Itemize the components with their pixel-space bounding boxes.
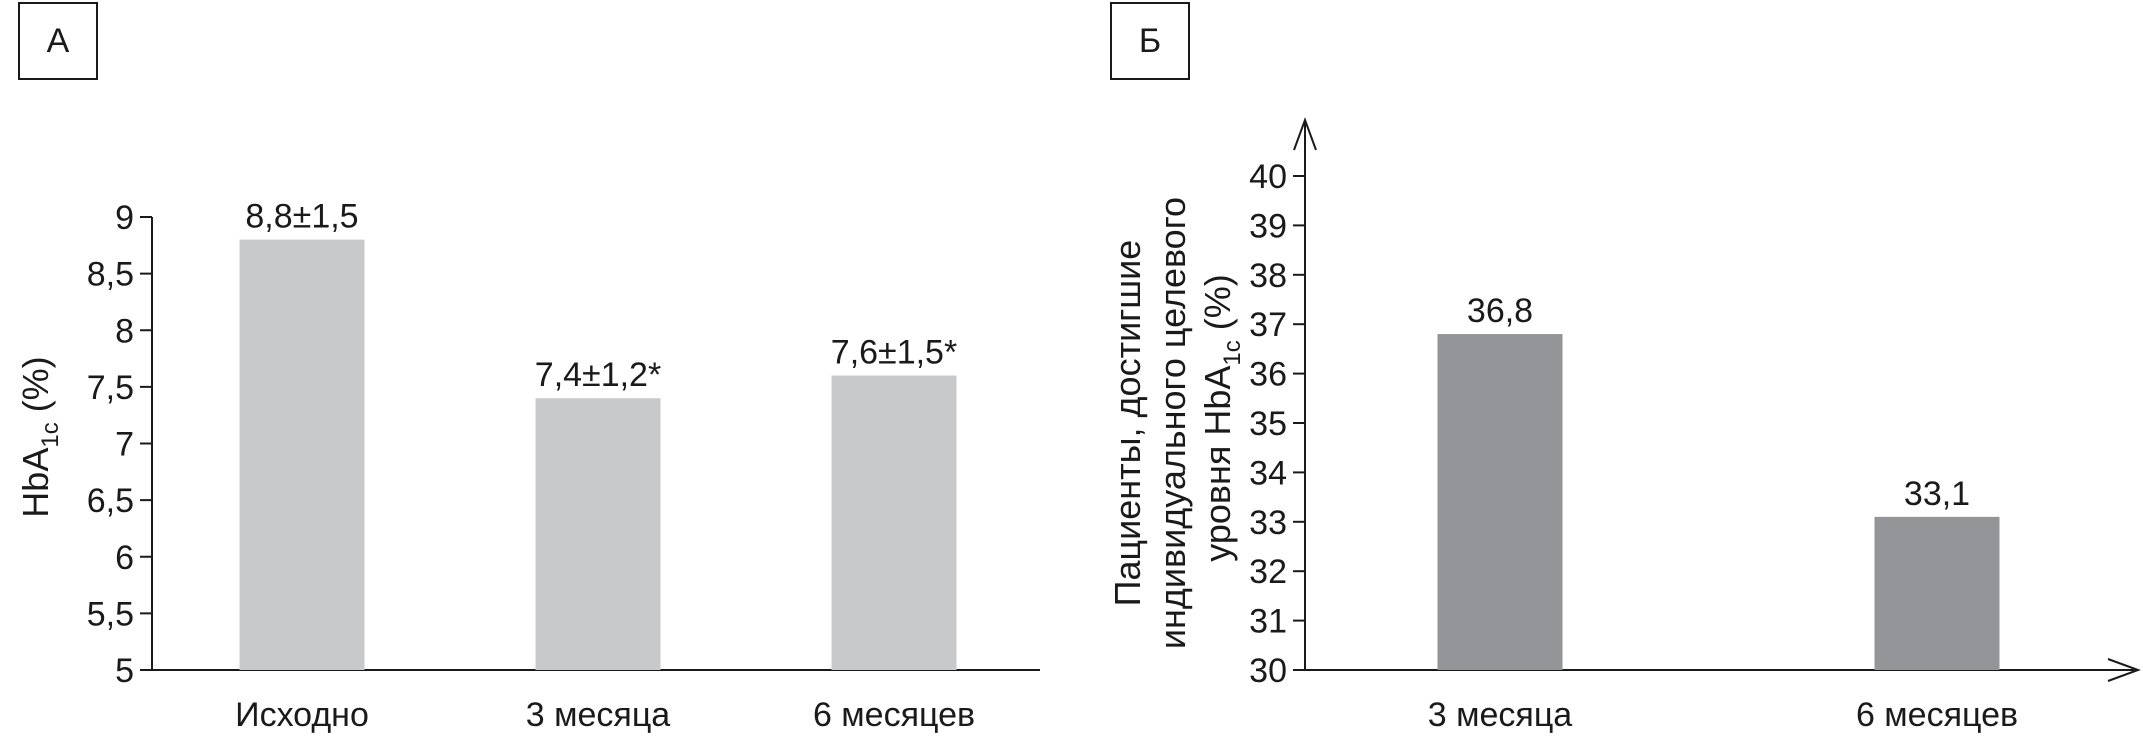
panel-b-y-label-line1: Пациенты, достигшие [1107, 240, 1148, 607]
panel-b-y-tick-label: 32 [1249, 553, 1287, 591]
panel-a-y-tick-label: 7 [115, 426, 134, 464]
panel-b-category-label: 6 месяцев [1856, 696, 2018, 734]
panel-a-y-tick-label: 9 [115, 199, 134, 237]
panel-a-y-axis-label: HbA1c (%) [15, 356, 64, 517]
panel-a-data-label: 7,6±1,5* [831, 334, 957, 372]
panel-a-category-label: 3 месяца [526, 696, 671, 734]
panel-a-y-tick-label: 8,5 [87, 256, 134, 294]
panel-a-y-label-sub: 1c [37, 422, 64, 447]
panel-b-y-tick-label: 33 [1249, 504, 1287, 542]
panel-b-y-tick-label: 36 [1249, 356, 1287, 394]
panel-b-y-tick-label: 30 [1249, 652, 1287, 690]
panel-b-data-label: 36,8 [1467, 292, 1533, 330]
panel-b-y-label-line3-unit: (%) [1197, 274, 1238, 340]
panel-a-y-label-unit: (%) [15, 356, 56, 422]
panel-b-y-label-line3-main: уровня HbA [1197, 366, 1238, 562]
panel-a-bar [831, 375, 957, 670]
panel-a-data-label: 7,4±1,2* [535, 356, 661, 394]
panel-label-b: Б [1110, 2, 1190, 80]
panel-a-data-label: 8,8±1,5 [245, 198, 358, 236]
panel-b-y-axis-arrow [1293, 117, 1317, 151]
panel-b-y-tick-label: 39 [1249, 207, 1287, 245]
panel-a-y-tick-label: 5 [115, 652, 134, 690]
panel-b-data-label: 33,1 [1904, 475, 1970, 513]
panel-a-bar [535, 398, 661, 670]
panel-a-bar [239, 239, 365, 670]
panel-b-y-label-line3-sub: 1c [1219, 340, 1246, 365]
panel-b-y-axis-label: Пациенты, достигшие индивидуального целе… [1107, 187, 1246, 649]
panel-a-category-label: Исходно [235, 696, 369, 734]
panel-b-x-axis-arrow [2107, 658, 2141, 682]
panel-b-y-tick-label: 35 [1249, 405, 1287, 443]
panel-a-y-tick-label: 7,5 [87, 369, 134, 407]
panel-b-y-tick-label: 37 [1249, 306, 1287, 344]
panel-b-bar [1437, 334, 1563, 670]
panel-a-y-tick-label: 5,5 [87, 595, 134, 633]
panel-b-y-label-line2: индивидуального целевого [1152, 197, 1193, 649]
panel-a-category-label: 6 месяцев [813, 696, 975, 734]
panel-label-a: А [18, 2, 98, 80]
panel-a-y-label-main: HbA [15, 448, 56, 518]
panel-b-bar [1874, 516, 2000, 670]
panel-a-y-tick-label: 6,5 [87, 482, 134, 520]
panel-b-y-tick-label: 34 [1249, 454, 1287, 492]
panel-b-category-label: 3 месяца [1428, 696, 1573, 734]
panel-a-y-tick-label: 6 [115, 539, 134, 577]
panel-b-y-tick-label: 40 [1249, 158, 1287, 196]
panel-b-y-tick-label: 38 [1249, 257, 1287, 295]
panel-b-y-tick-label: 31 [1249, 603, 1287, 641]
panel-a-y-tick-label: 8 [115, 312, 134, 350]
